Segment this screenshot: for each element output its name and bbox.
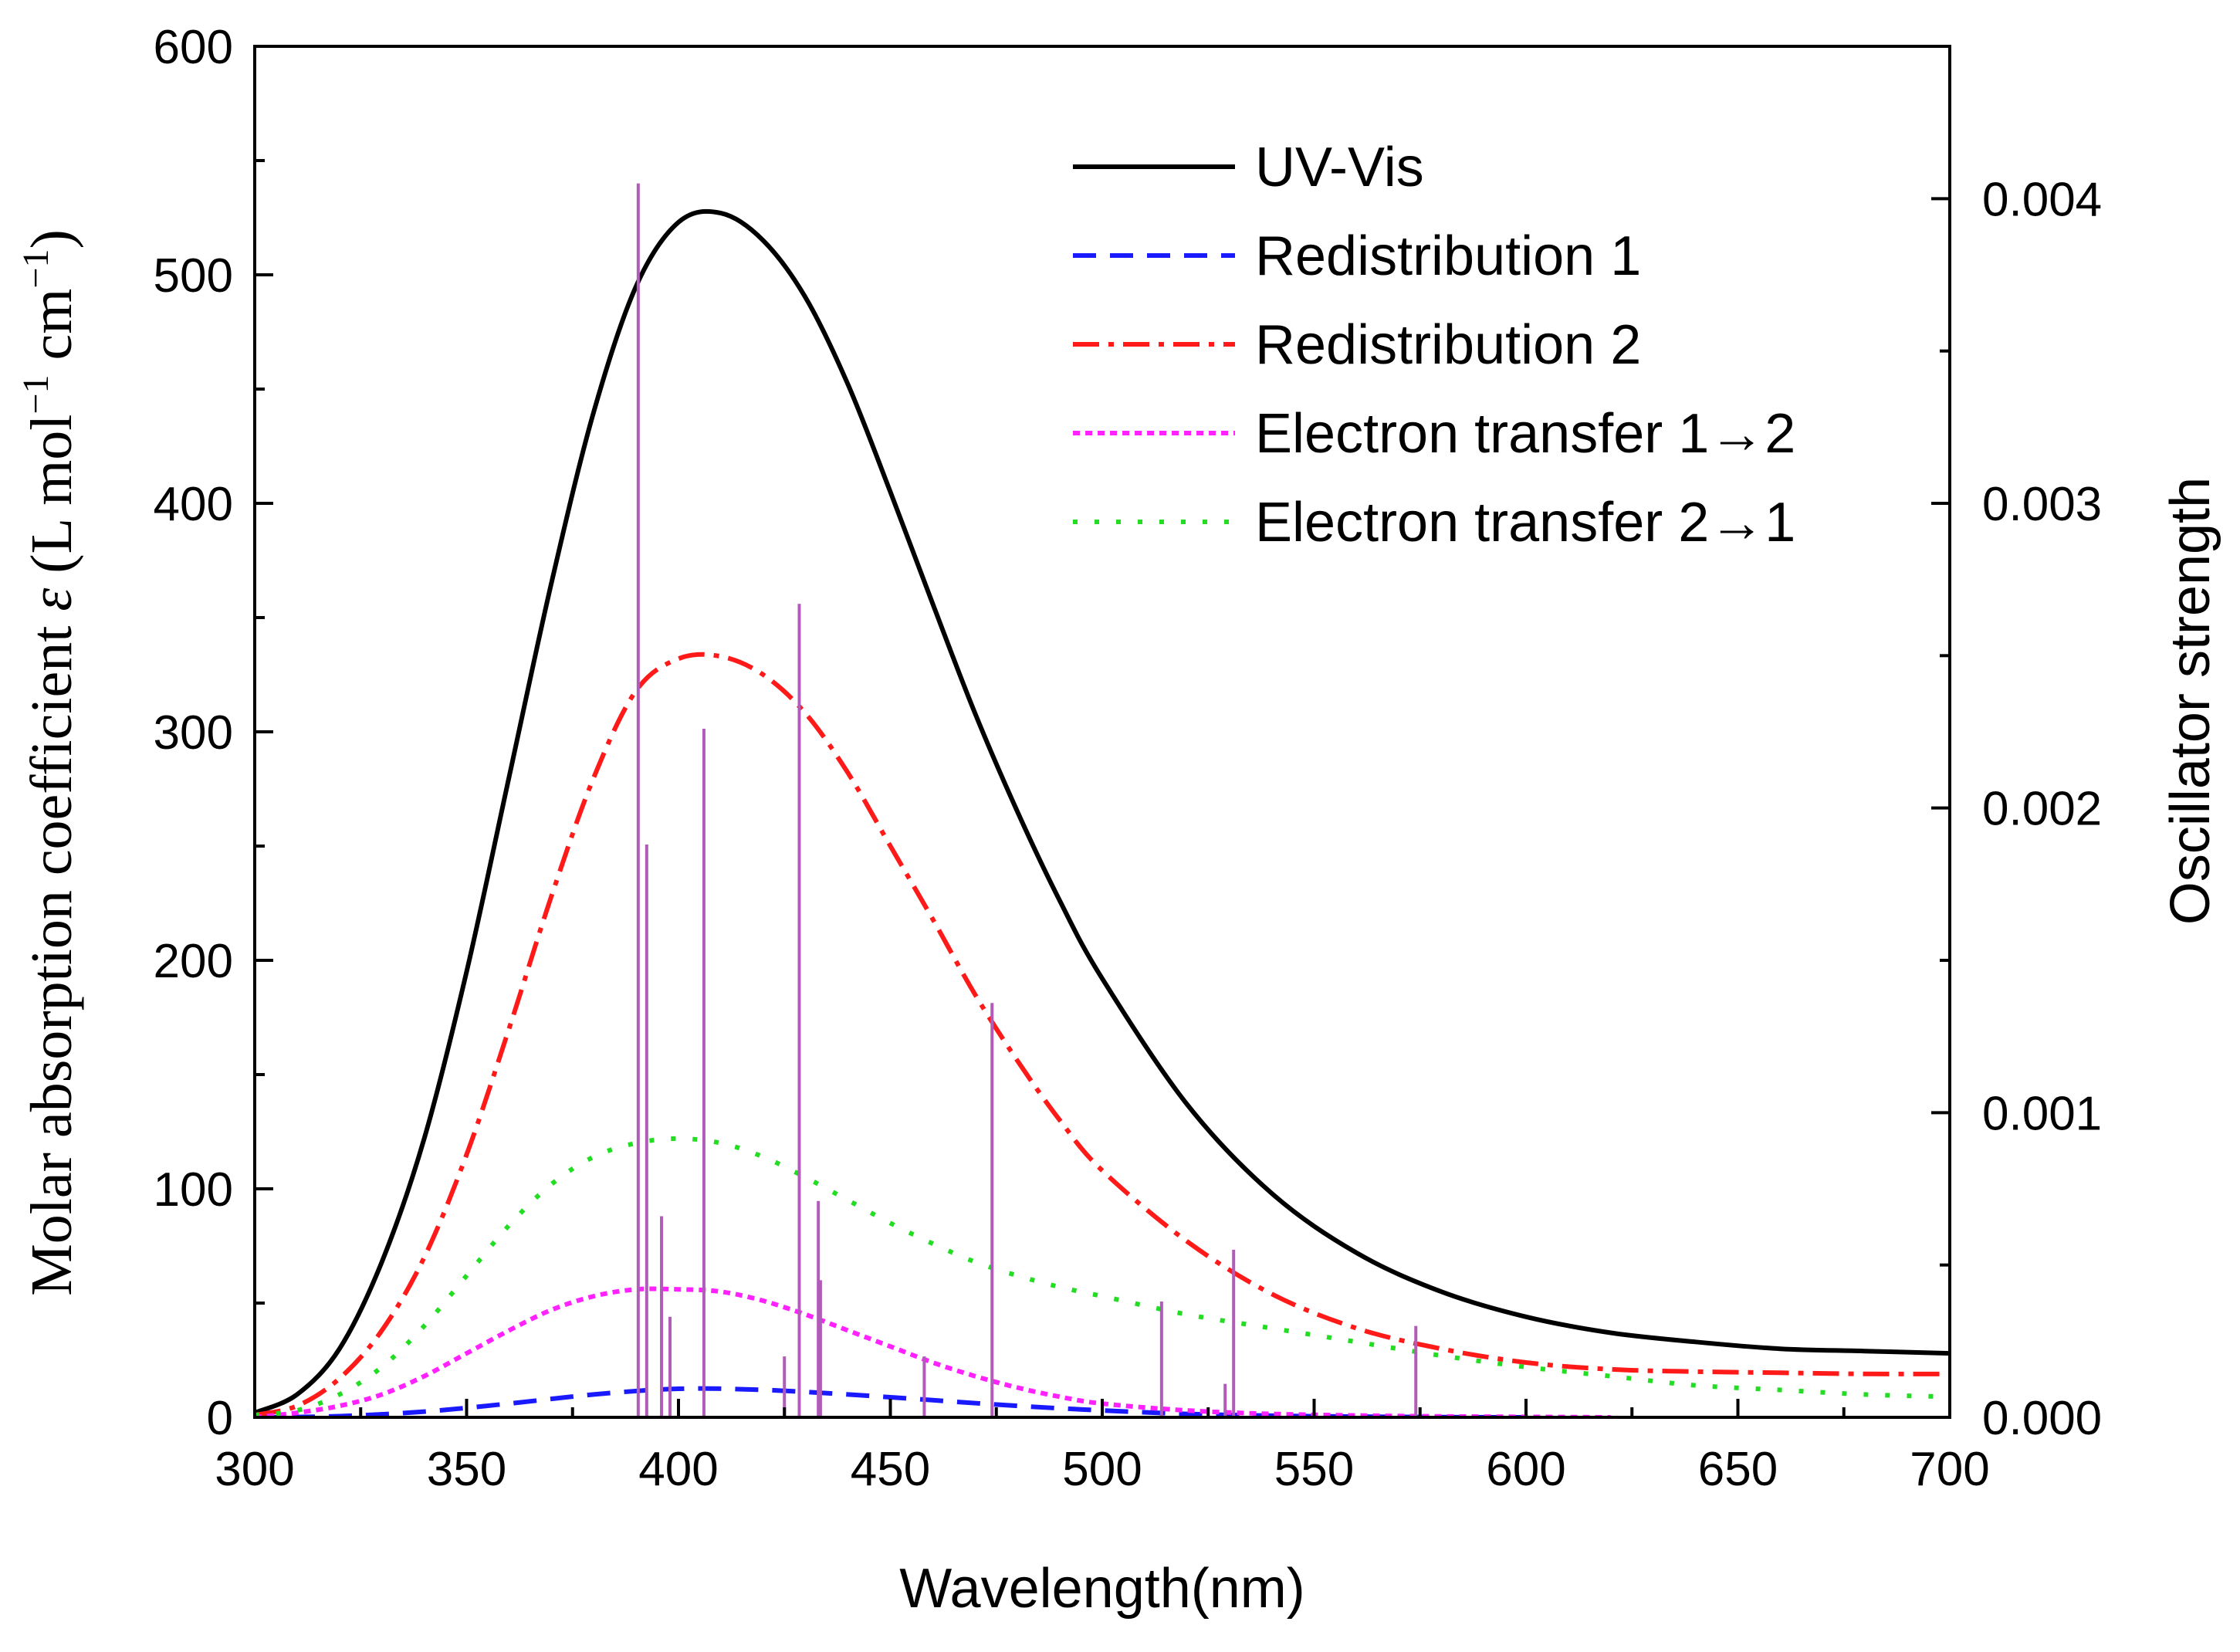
y-axis-title: Molar absorption coefficient ε (L mol−1 … bbox=[15, 229, 84, 1296]
y2-axis-title: Oscillator strength bbox=[2160, 477, 2221, 925]
y-tick-label: 100 bbox=[154, 1163, 233, 1217]
y2-axis-ticks: 0.000 0.001 0.002 0.003 0.004 bbox=[1931, 173, 2102, 1445]
y-axis-title-prefix: Molar absorption coefficient bbox=[19, 611, 84, 1296]
legend-label-electron-transfer-1-2: Electron transfer 1→2 bbox=[1255, 403, 1795, 465]
plot-frame bbox=[253, 45, 1951, 1419]
y-tick-label: 0 bbox=[207, 1392, 233, 1445]
series-line-electron-transfer-2-1 bbox=[255, 1136, 1950, 1417]
legend-label-redistribution-2: Redistribution 2 bbox=[1255, 314, 1641, 376]
y-tick-label: 600 bbox=[154, 21, 233, 74]
x-tick-label: 300 bbox=[215, 1443, 294, 1496]
series-line-redistribution-1 bbox=[255, 1386, 1527, 1417]
legend-label-uv-vis: UV-Vis bbox=[1255, 137, 1424, 198]
y-axis-title-sup1: −1 bbox=[15, 374, 56, 414]
y-axis-title-unit-open: (L mol bbox=[19, 415, 84, 588]
x-tick-label: 550 bbox=[1274, 1443, 1354, 1496]
x-tick-label: 400 bbox=[638, 1443, 718, 1496]
x-tick-label: 450 bbox=[851, 1443, 930, 1496]
y2-tick-label: 0.003 bbox=[1982, 478, 2102, 531]
x-axis-title: Wavelength(nm) bbox=[899, 1558, 1305, 1620]
x-axis-ticks: 300 350 400 450 500 550 600 650 700 bbox=[215, 1399, 1990, 1496]
x-tick-label: 500 bbox=[1062, 1443, 1142, 1496]
y-axis-ticks: 0 100 200 300 400 500 600 bbox=[154, 21, 273, 1445]
y-axis-title-sup2: −1 bbox=[15, 249, 56, 289]
legend: UV-Vis Redistribution 1 Redistribution 2 El… bbox=[1073, 137, 1795, 553]
legend-label-electron-transfer-2-1: Electron transfer 2→1 bbox=[1255, 492, 1795, 553]
y2-tick-label: 0.001 bbox=[1982, 1087, 2102, 1140]
y-axis-title-symbol: ε bbox=[19, 588, 84, 611]
series-layer bbox=[255, 208, 1950, 1417]
stick-layer bbox=[636, 183, 1418, 1417]
series-line-uv-vis bbox=[255, 208, 1950, 1416]
x-tick-label: 600 bbox=[1486, 1443, 1565, 1496]
y2-tick-label: 0.000 bbox=[1982, 1392, 2102, 1445]
legend-label-redistribution-1: Redistribution 1 bbox=[1255, 225, 1641, 287]
y-tick-label: 500 bbox=[154, 249, 233, 303]
y2-tick-label: 0.004 bbox=[1982, 173, 2102, 226]
x-tick-label: 650 bbox=[1698, 1443, 1778, 1496]
x-tick-label: 350 bbox=[427, 1443, 506, 1496]
y2-tick-label: 0.002 bbox=[1982, 783, 2102, 836]
y-tick-label: 400 bbox=[154, 478, 233, 531]
y-tick-label: 200 bbox=[154, 935, 233, 988]
x-tick-label: 700 bbox=[1910, 1443, 1989, 1496]
y-axis-title-unit-close: ) bbox=[19, 229, 84, 249]
series-line-redistribution-2 bbox=[255, 652, 1950, 1417]
y-axis-title-unit-mid: cm bbox=[19, 289, 84, 375]
y-tick-label: 300 bbox=[154, 706, 233, 760]
